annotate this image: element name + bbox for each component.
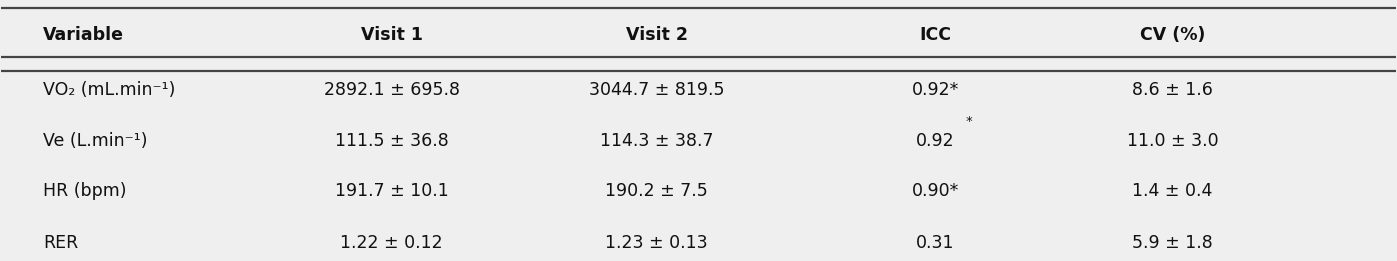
Text: Visit 1: Visit 1 (360, 26, 423, 44)
Text: Ve (L.min⁻¹): Ve (L.min⁻¹) (43, 132, 148, 150)
Text: Visit 2: Visit 2 (626, 26, 687, 44)
Text: *: * (965, 115, 972, 128)
Text: 0.90*: 0.90* (912, 182, 960, 200)
Text: 2892.1 ± 695.8: 2892.1 ± 695.8 (324, 81, 460, 99)
Text: 0.92: 0.92 (916, 132, 954, 150)
Text: 1.22 ± 0.12: 1.22 ± 0.12 (341, 234, 443, 252)
Text: ICC: ICC (919, 26, 951, 44)
Text: 1.23 ± 0.13: 1.23 ± 0.13 (605, 234, 708, 252)
Text: Variable: Variable (43, 26, 124, 44)
Text: HR (bpm): HR (bpm) (43, 182, 127, 200)
Text: 3044.7 ± 819.5: 3044.7 ± 819.5 (590, 81, 725, 99)
Text: 0.92*: 0.92* (912, 81, 960, 99)
Text: 1.4 ± 0.4: 1.4 ± 0.4 (1133, 182, 1213, 200)
Text: 111.5 ± 36.8: 111.5 ± 36.8 (335, 132, 448, 150)
Text: 5.9 ± 1.8: 5.9 ± 1.8 (1132, 234, 1213, 252)
Text: 191.7 ± 10.1: 191.7 ± 10.1 (335, 182, 448, 200)
Text: 114.3 ± 38.7: 114.3 ± 38.7 (599, 132, 714, 150)
Text: 190.2 ± 7.5: 190.2 ± 7.5 (605, 182, 708, 200)
Text: 8.6 ± 1.6: 8.6 ± 1.6 (1132, 81, 1213, 99)
Text: 0.31: 0.31 (916, 234, 954, 252)
Text: RER: RER (43, 234, 78, 252)
Text: VO₂ (mL.min⁻¹): VO₂ (mL.min⁻¹) (43, 81, 176, 99)
Text: 11.0 ± 3.0: 11.0 ± 3.0 (1127, 132, 1218, 150)
Text: CV (%): CV (%) (1140, 26, 1206, 44)
